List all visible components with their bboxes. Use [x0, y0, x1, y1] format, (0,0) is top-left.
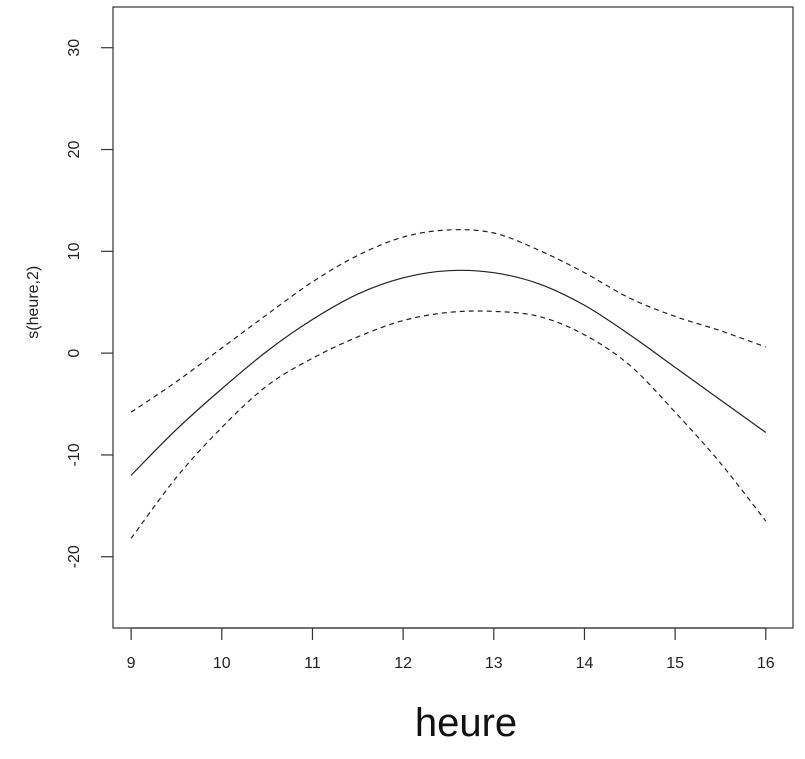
y-axis: -20 -10 0 10 20 30 [66, 39, 113, 568]
series-line-upper-band [130, 229, 767, 413]
x-axis-label: heure [415, 701, 517, 745]
x-tick-label: 10 [213, 655, 231, 672]
x-tick-label: 13 [485, 655, 503, 672]
y-tick-label: 10 [66, 242, 83, 260]
x-tick-label: 12 [394, 655, 412, 672]
x-tick-label: 15 [666, 655, 684, 672]
plot-area [112, 6, 794, 629]
x-tick-label: 9 [127, 655, 136, 672]
x-tick-label: 16 [757, 655, 775, 672]
y-tick-label: 0 [66, 349, 83, 358]
y-tick-label: -10 [66, 443, 83, 466]
series-layer [130, 229, 767, 539]
y-tick-label: -20 [66, 545, 83, 568]
y-tick-label: 20 [66, 141, 83, 159]
series-line-lower-band [130, 310, 767, 539]
x-axis: 9 10 11 12 13 14 15 16 [127, 627, 775, 672]
x-tick-label: 14 [576, 655, 594, 672]
y-tick-label: 30 [66, 39, 83, 57]
series-line-estimate [130, 269, 767, 476]
y-axis-label: s(heure,2) [25, 266, 42, 339]
x-tick-label: 11 [304, 655, 321, 672]
